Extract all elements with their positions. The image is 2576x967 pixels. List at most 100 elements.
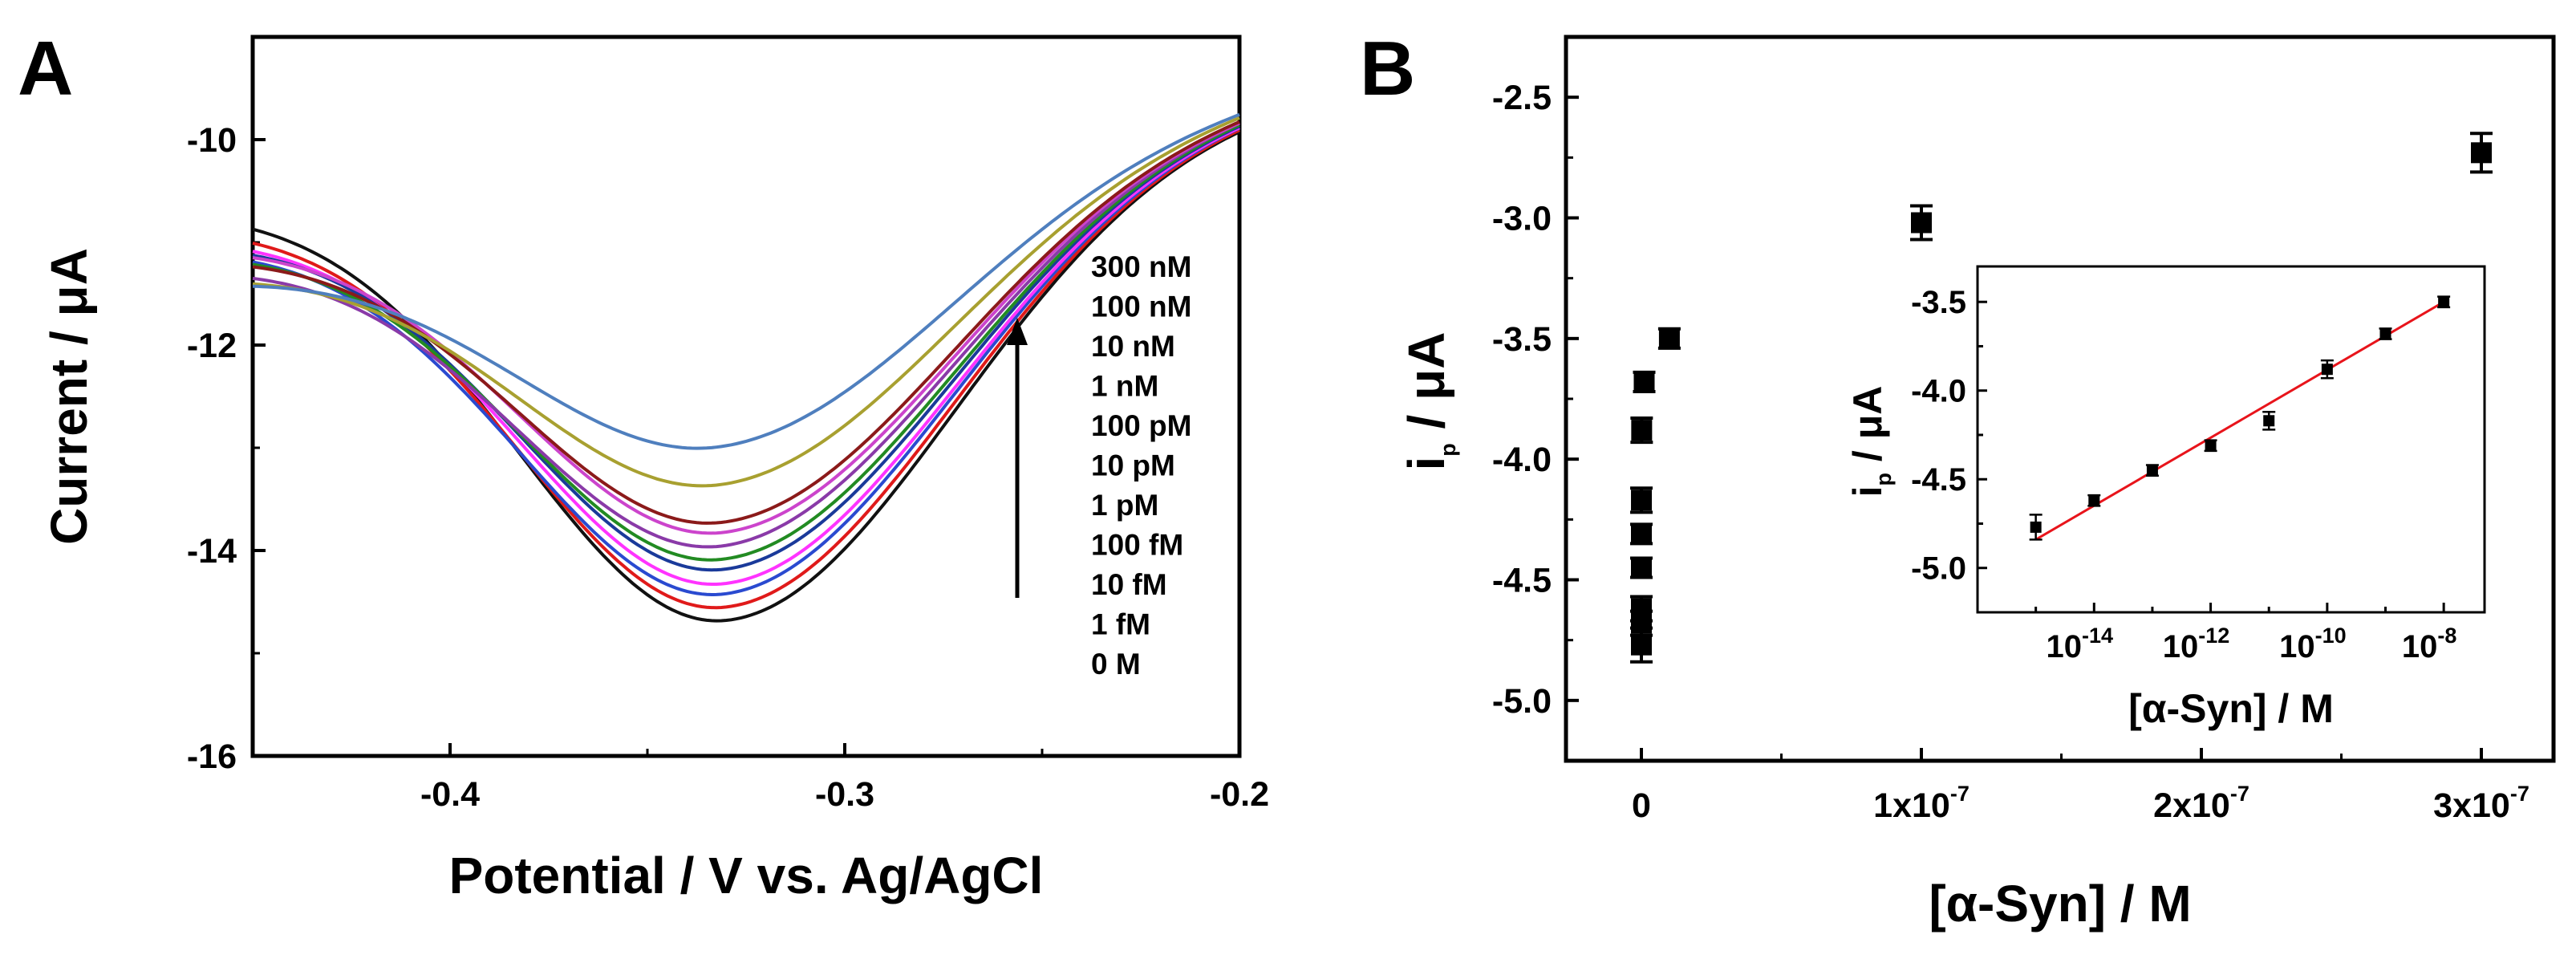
y-tick-label: -10: [187, 121, 237, 160]
panel-a-y-axis-label: Current / μA: [40, 248, 98, 545]
point-marker: [1631, 523, 1653, 545]
panel-b-y-axis-label: ip / μA: [1398, 332, 1460, 471]
legend-entry: 100 pM: [1091, 409, 1191, 442]
inset-data-point: [2145, 464, 2159, 477]
point-marker: [1631, 598, 1652, 620]
point-marker: [2205, 440, 2217, 452]
curve-300-nM: [252, 112, 1240, 450]
point-marker: [1631, 420, 1653, 441]
inset-y-axis-label: ip / μA: [1845, 386, 1896, 498]
inset-data-point: [2262, 410, 2276, 431]
point-marker: [1911, 212, 1932, 234]
panel-a-plot-frame: [250, 35, 1242, 758]
x-tick-label: 10-10: [2279, 624, 2347, 664]
svg-text:ip / μA: ip / μA: [1398, 332, 1460, 471]
y-tick-label: -3.5: [1492, 320, 1552, 359]
data-point: [1657, 327, 1681, 350]
x-tick-label: 10-8: [2402, 624, 2457, 664]
y-tick-label: -14: [187, 532, 237, 571]
x-tick-label: 2x10-7: [2153, 782, 2249, 825]
curve-10-pM: [252, 124, 1240, 562]
inset-data-point: [2320, 359, 2334, 380]
panel-b-x-axis-label: [α-Syn] / M: [1929, 875, 2191, 932]
legend-entry: 10 pM: [1091, 449, 1175, 482]
legend-entry: 10 fM: [1091, 568, 1167, 601]
point-marker: [1631, 634, 1652, 656]
inset-y-label-sub: p: [1872, 473, 1896, 486]
panel-a-curves: [252, 112, 1240, 623]
y-tick-label: -5.0: [1911, 551, 1966, 587]
y-tick-label: -4.0: [1492, 441, 1552, 479]
inset-data-point: [2204, 439, 2217, 453]
inset-y-label-unit: / μA: [1845, 386, 1890, 473]
panel-b: B 0 1x10-7 2x10-7 3x10-7 -2.5 -3.0 -3.5 -4.0 -4…: [1360, 26, 2556, 932]
x-tick-label: 10-12: [2163, 624, 2230, 664]
panel-b-points: [1630, 132, 2493, 664]
x-tick-label: -0.2: [1210, 775, 1269, 814]
y-tick-label: -4.5: [1911, 462, 1966, 498]
legend-entry: 100 fM: [1091, 529, 1183, 562]
y-tick-label: -3.5: [1911, 285, 1966, 320]
inset-fit: [2034, 300, 2444, 541]
y-tick-label: -16: [187, 737, 237, 776]
x-tick-label: 0: [1632, 786, 1651, 825]
inset-plot-frame: [1976, 265, 2486, 614]
panel-b-label: B: [1360, 26, 1415, 112]
data-point: [2470, 132, 2493, 174]
point-marker: [2471, 142, 2492, 164]
panel-a: A -0.4 -0.3 -0.2 -10 -12 -14 -16 300 nM 100 nM…: [18, 26, 1269, 904]
panel-b-x-ticks: 0 1x10-7 2x10-7 3x10-7: [1632, 748, 2529, 825]
x-tick-label: 1x10-7: [1873, 782, 1970, 825]
curve-100-nM: [252, 116, 1240, 488]
data-point: [1633, 370, 1656, 393]
legend-entry: 1 fM: [1091, 608, 1150, 641]
panel-a-x-ticks: -0.4 -0.3 -0.2: [251, 743, 1269, 814]
point-marker: [2321, 364, 2333, 376]
y-tick-label: -12: [187, 327, 237, 365]
data-point: [1630, 556, 1653, 579]
curve-100-pM: [252, 121, 1240, 549]
legend-entry: 10 nM: [1091, 330, 1175, 363]
point-marker: [2146, 465, 2158, 477]
panel-a-y-ticks: -10 -12 -14 -16: [187, 35, 266, 776]
panel-b-y-label-unit: / μA: [1398, 332, 1455, 444]
panel-b-y-ticks: -2.5 -3.0 -3.5 -4.0 -4.5 -5.0: [1492, 79, 1579, 721]
concentration-arrow: [1007, 318, 1028, 598]
curve-1-pM: [252, 124, 1240, 572]
x-tick-label: 3x10-7: [2433, 782, 2529, 825]
inset-data-point: [2087, 494, 2101, 507]
panel-a-label: A: [18, 26, 73, 112]
y-tick-label: -5.0: [1492, 682, 1552, 721]
point-marker: [1631, 490, 1653, 511]
x-tick-label: -0.3: [815, 775, 874, 814]
inset-y-ticks: -3.5 -4.0 -4.5 -5.0: [1911, 285, 1987, 587]
legend-entry: 100 nM: [1091, 291, 1191, 323]
legend-entry: 0 M: [1091, 648, 1141, 681]
point-marker: [2088, 494, 2100, 506]
inset-y-label-main: i: [1845, 486, 1890, 497]
point-marker: [2263, 415, 2275, 427]
y-tick-label: -4.0: [1911, 374, 1966, 409]
x-tick-label: -0.4: [420, 775, 480, 814]
panel-a-legend: 300 nM 100 nM 10 nM 1 nM 100 pM 10 pM 1 pM 100 …: [1091, 250, 1191, 681]
inset-data-point: [2029, 514, 2043, 541]
data-point: [1910, 204, 1933, 242]
point-marker: [1658, 327, 1680, 349]
panel-b-y-label-main: i: [1398, 457, 1455, 471]
inset-x-axis-label: [α-Syn] / M: [2128, 686, 2334, 731]
point-marker: [1633, 371, 1655, 392]
panel-b-inset: 10-14 10-12 10-10 10-8 -3.5 -4.0 -4.5 -5.0 [α-…: [1845, 265, 2486, 731]
x-tick-label: 10-14: [2047, 624, 2114, 664]
data-point: [1630, 595, 1653, 623]
inset-x-ticks: 10-14 10-12 10-10 10-8: [2034, 603, 2457, 664]
panel-b-y-label-sub: p: [1436, 443, 1460, 457]
inset-data-point: [2379, 327, 2392, 340]
inset-points: [2029, 295, 2451, 541]
curve-1-nM: [252, 121, 1240, 535]
inset-fit-line: [2034, 300, 2444, 541]
panel-a-x-axis-label: Potential / V vs. Ag/AgCl: [449, 847, 1044, 904]
y-tick-label: -4.5: [1492, 562, 1552, 600]
legend-entry: 1 pM: [1091, 489, 1158, 522]
y-tick-label: -3.0: [1492, 200, 1552, 238]
